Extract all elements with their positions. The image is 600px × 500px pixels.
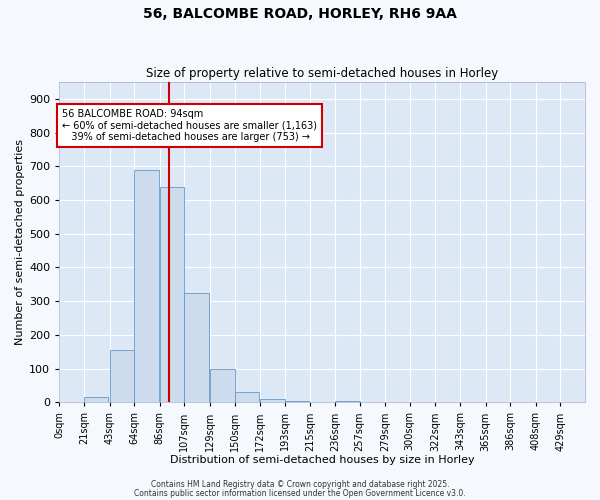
Bar <box>134 170 158 402</box>
Text: Contains HM Land Registry data © Crown copyright and database right 2025.: Contains HM Land Registry data © Crown c… <box>151 480 449 489</box>
Text: Contains public sector information licensed under the Open Government Licence v3: Contains public sector information licen… <box>134 489 466 498</box>
Bar <box>335 400 359 402</box>
Bar <box>184 292 209 403</box>
Bar <box>285 400 310 402</box>
Text: 56, BALCOMBE ROAD, HORLEY, RH6 9AA: 56, BALCOMBE ROAD, HORLEY, RH6 9AA <box>143 8 457 22</box>
Title: Size of property relative to semi-detached houses in Horley: Size of property relative to semi-detach… <box>146 66 498 80</box>
Bar <box>84 397 109 402</box>
Bar <box>210 368 235 402</box>
X-axis label: Distribution of semi-detached houses by size in Horley: Distribution of semi-detached houses by … <box>170 455 475 465</box>
Y-axis label: Number of semi-detached properties: Number of semi-detached properties <box>15 139 25 345</box>
Bar <box>260 399 285 402</box>
Bar <box>160 186 184 402</box>
Text: 56 BALCOMBE ROAD: 94sqm
← 60% of semi-detached houses are smaller (1,163)
   39%: 56 BALCOMBE ROAD: 94sqm ← 60% of semi-de… <box>62 109 317 142</box>
Bar <box>110 350 134 403</box>
Bar <box>235 392 259 402</box>
